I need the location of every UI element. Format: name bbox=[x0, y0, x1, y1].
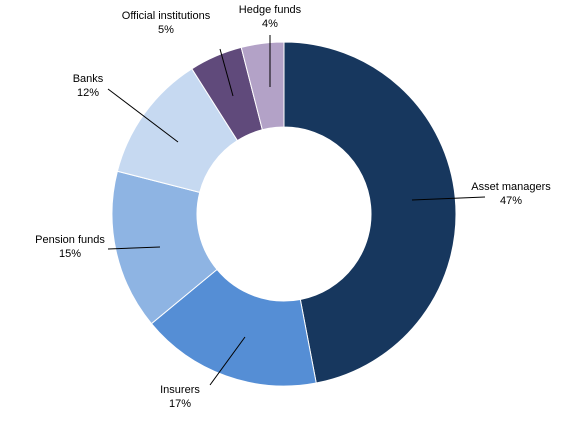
label-value-hedge-funds: 4% bbox=[262, 18, 278, 30]
slice-hedge-funds bbox=[240, 41, 285, 131]
label-value-pension-funds: 15% bbox=[59, 248, 81, 260]
label-value-asset-managers: 47% bbox=[500, 195, 522, 207]
label-name-official-institutions: Official institutions bbox=[122, 10, 211, 22]
label-insurers: Insurers 17% bbox=[160, 384, 200, 410]
leader-line-official-institutions bbox=[219, 48, 234, 97]
donut-slices bbox=[111, 41, 457, 387]
label-banks: Banks 12% bbox=[73, 73, 104, 99]
label-value-banks: 12% bbox=[77, 87, 99, 99]
slice-insurers bbox=[150, 268, 317, 387]
label-pension-funds: Pension funds 15% bbox=[35, 234, 105, 260]
leader-lines bbox=[107, 35, 486, 386]
label-name-asset-managers: Asset managers bbox=[471, 181, 551, 193]
slice-labels: Asset managers 47% Insurers 17% Pension fund… bbox=[35, 4, 551, 410]
label-value-official-institutions: 5% bbox=[158, 24, 174, 36]
label-name-hedge-funds: Hedge funds bbox=[239, 4, 302, 16]
leader-line-asset-managers bbox=[411, 196, 486, 201]
label-hedge-funds: Hedge funds 4% bbox=[239, 4, 302, 30]
label-name-pension-funds: Pension funds bbox=[35, 234, 105, 246]
label-name-insurers: Insurers bbox=[160, 384, 200, 396]
label-asset-managers: Asset managers 47% bbox=[471, 181, 551, 207]
slice-asset-managers bbox=[283, 41, 457, 384]
leader-line-pension-funds bbox=[107, 246, 161, 250]
label-name-banks: Banks bbox=[73, 73, 104, 85]
leader-line-banks bbox=[107, 88, 179, 143]
label-value-insurers: 17% bbox=[169, 398, 191, 410]
leader-line-insurers bbox=[209, 336, 246, 386]
label-official-institutions: Official institutions 5% bbox=[122, 10, 211, 36]
